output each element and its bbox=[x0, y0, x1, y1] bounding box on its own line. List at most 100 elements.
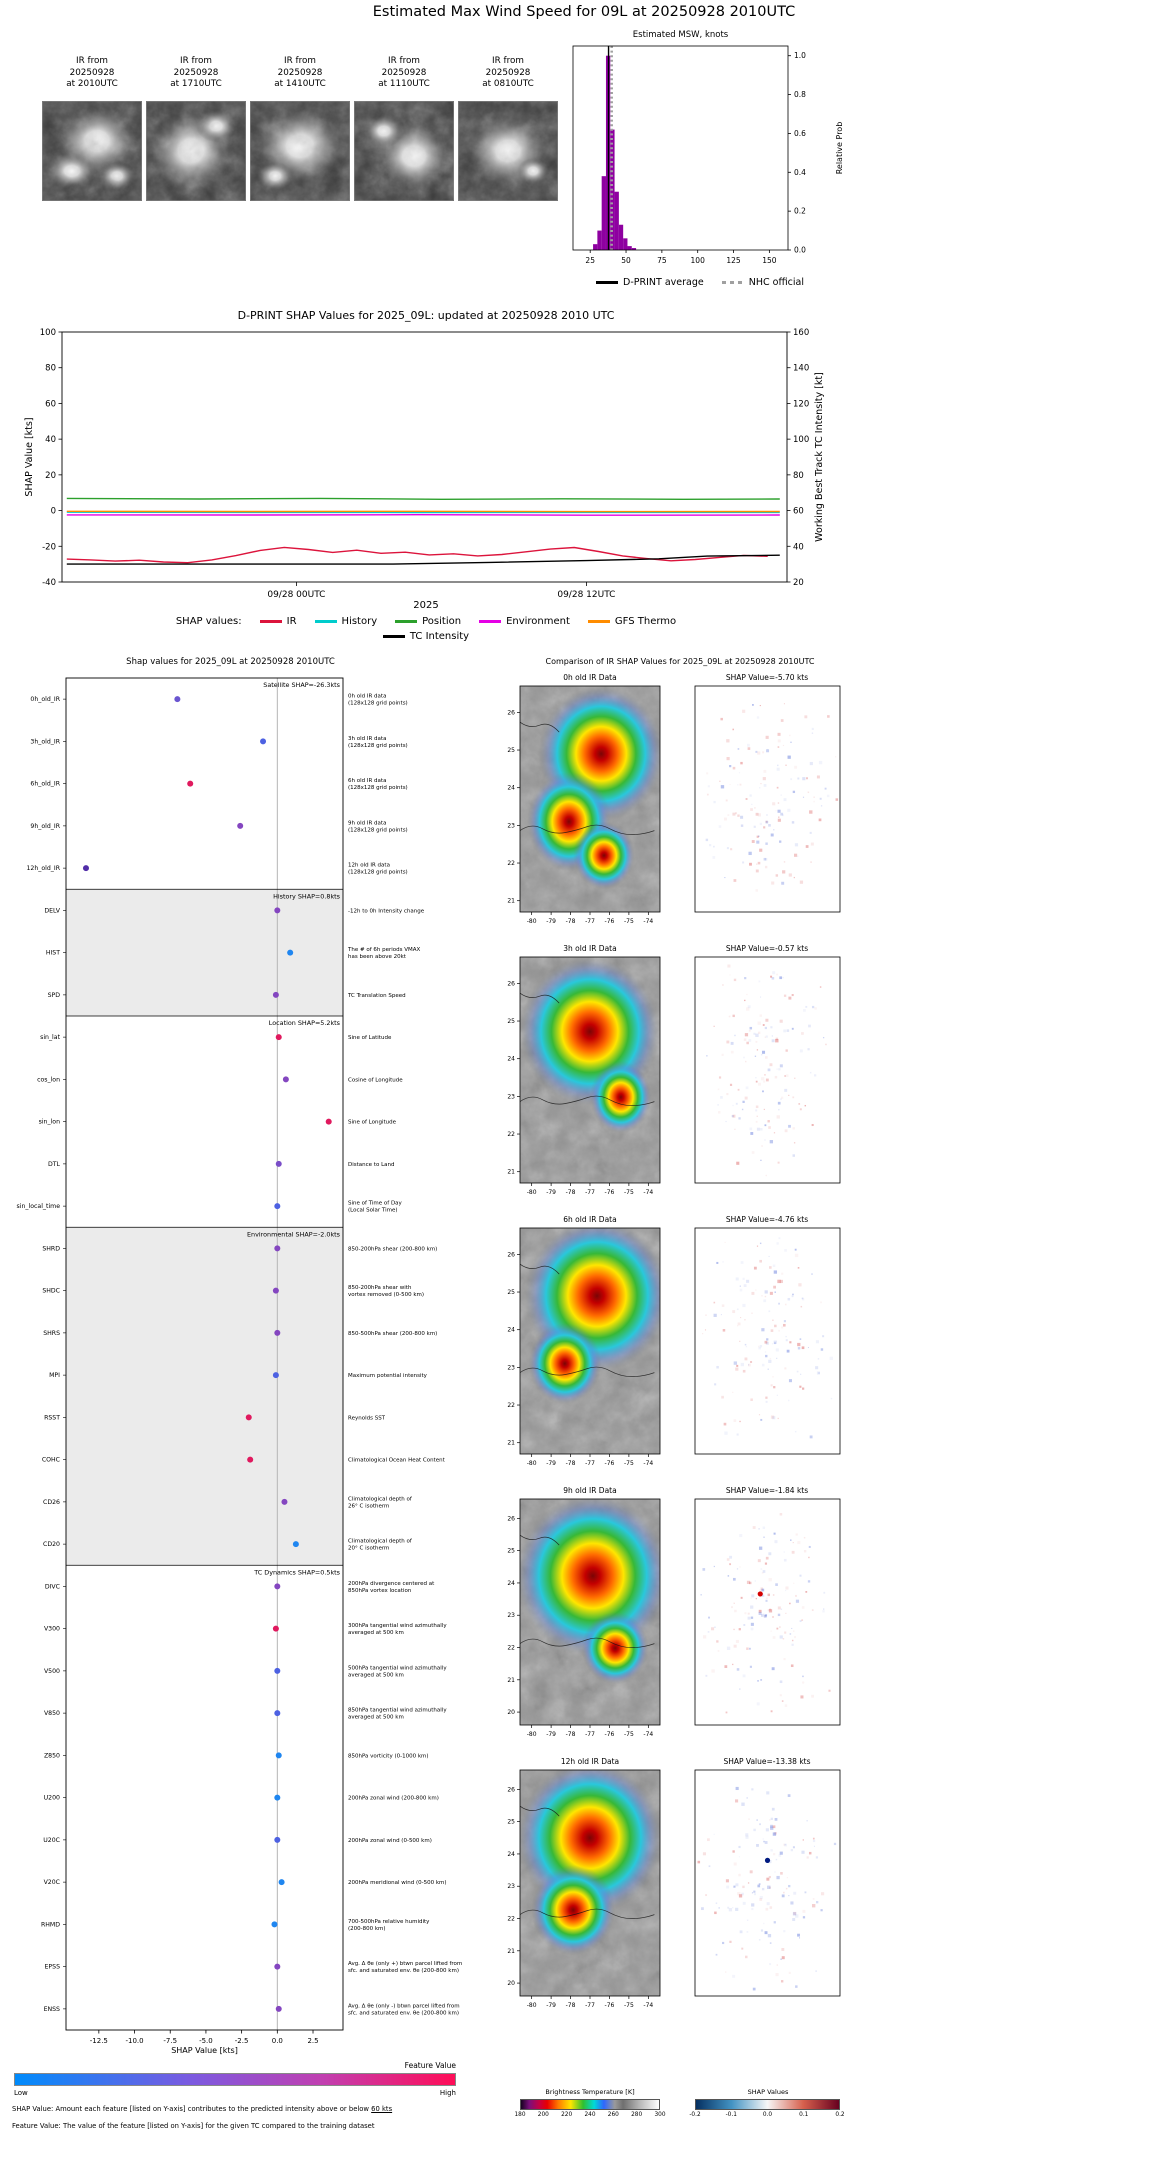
lat-tick: 24 bbox=[507, 1851, 515, 1858]
lat-tick: 24 bbox=[507, 1327, 515, 1334]
lon-tick: -78 bbox=[566, 1731, 576, 1738]
ts-ytick-left: 0 bbox=[51, 507, 56, 517]
lat-tick: 20 bbox=[507, 1709, 515, 1716]
histogram-bar bbox=[593, 244, 598, 250]
bt-cbar-tick: 200 bbox=[537, 2112, 549, 2118]
comparison-rows: 0h old IR Data SHAP Value=-5.70 kts 26 25 24… bbox=[490, 670, 880, 2025]
dotplot-title: Shap values for 2025_09L at 20250928 201… bbox=[126, 657, 335, 667]
feature-desc: averaged at 500 km bbox=[348, 1715, 404, 1721]
histogram-legend: D-PRINT average NHC official bbox=[520, 277, 880, 288]
lat-tick: 25 bbox=[507, 1289, 515, 1296]
bt-cbar-tick: 220 bbox=[561, 2112, 573, 2118]
lat-tick: 23 bbox=[507, 822, 515, 829]
shap-cbar-tick: 0.1 bbox=[799, 2112, 809, 2118]
dotplot-xtick: 2.5 bbox=[307, 2037, 318, 2045]
lon-tick: -76 bbox=[605, 1460, 615, 1467]
histogram-ytick: 0.6 bbox=[794, 129, 806, 138]
ir-thumbnail: IR from 20250928 at 0810UTC bbox=[458, 56, 558, 205]
feature-desc: 200hPa meridional wind (0-500 km) bbox=[348, 1880, 447, 1886]
group-header: History SHAP=0.8kts bbox=[273, 892, 341, 900]
feature-desc: Sine of Time of Day bbox=[348, 1201, 403, 1207]
lon-tick: -80 bbox=[527, 1460, 537, 1467]
timeseries-legend: SHAP values: IR History Position Environmen… bbox=[20, 616, 832, 642]
lon-tick: -77 bbox=[585, 1460, 595, 1467]
shap-dot-V20C bbox=[278, 1879, 285, 1886]
lat-tick: 24 bbox=[507, 1056, 515, 1063]
histogram-ylabel: Relative Prob bbox=[835, 122, 844, 175]
feature-label: RSST bbox=[44, 1414, 60, 1421]
feature-desc: Reynolds SST bbox=[348, 1415, 386, 1421]
legend-label: D-PRINT average bbox=[623, 277, 704, 288]
shap-cbar-tick: 0.2 bbox=[835, 2112, 845, 2118]
ts-legend-label: GFS Thermo bbox=[614, 616, 677, 627]
lat-tick: 25 bbox=[507, 1018, 515, 1025]
feature-label: V300 bbox=[44, 1626, 60, 1633]
lat-tick: 21 bbox=[507, 1440, 515, 1447]
lon-tick: -75 bbox=[624, 1189, 634, 1196]
feature-desc: 850hPa tangential wind azimuthally bbox=[348, 1708, 447, 1714]
feature-label: HIST bbox=[46, 950, 60, 957]
shap-cbar-tick: -0.2 bbox=[689, 2112, 701, 2118]
lon-tick: -78 bbox=[566, 2002, 576, 2009]
coastline bbox=[520, 1637, 655, 1648]
lon-tick: -75 bbox=[624, 918, 634, 925]
coastline bbox=[520, 1366, 655, 1377]
lat-tick: 25 bbox=[507, 747, 515, 754]
feature-label: CD20 bbox=[43, 1541, 60, 1548]
lon-tick: -78 bbox=[566, 1460, 576, 1467]
shap-cbar-tick: 0.0 bbox=[762, 2112, 773, 2118]
shap-timeseries-panel: -40 -20 0 20 40 60 80 100 20 40 60 80 100 120 140 160 09… bbox=[20, 324, 865, 613]
feature-desc: 12h old IR data bbox=[348, 863, 390, 869]
histogram-bar bbox=[623, 238, 628, 250]
ts-legend-swatch bbox=[259, 620, 282, 623]
feature-desc: The # of 6h periods VMAX bbox=[347, 947, 421, 953]
feature-desc: (128x128 grid points) bbox=[348, 827, 408, 833]
colorbar-high-label: High bbox=[439, 2089, 456, 2097]
timeseries-legend-row1: SHAP values: IR History Position Environmen… bbox=[176, 616, 676, 627]
ts-series-environment bbox=[66, 513, 780, 516]
footnote-shap-value-underline: 60 kts bbox=[371, 2105, 393, 2113]
histogram-bar bbox=[597, 230, 602, 250]
ir-thumbnail: IR from 20250928 at 2010UTC bbox=[42, 56, 142, 205]
feature-desc: 9h old IR data bbox=[348, 820, 386, 826]
feature-desc: Climatological depth of bbox=[348, 1539, 413, 1545]
feature-label: sin_lat bbox=[40, 1034, 60, 1041]
coastline bbox=[520, 1534, 560, 1546]
shap-dot-Z850 bbox=[275, 1752, 282, 1759]
lon-tick: -77 bbox=[585, 1731, 595, 1738]
ir-map-image bbox=[520, 686, 660, 912]
ts-legend-label: History bbox=[341, 616, 378, 627]
shap-map-image bbox=[695, 686, 840, 912]
lon-tick: -77 bbox=[585, 2002, 595, 2009]
ts-legend-label: TC Intensity bbox=[409, 631, 470, 642]
feature-desc: 200hPa zonal wind (0-500 km) bbox=[348, 1838, 432, 1844]
shap-dotplot-panel: Satellite SHAP=-26.3kts History SHAP=0.8k… bbox=[8, 670, 486, 2064]
feature-desc: Climatological Ocean Heat Content bbox=[348, 1458, 446, 1464]
coastline bbox=[520, 1805, 560, 1817]
ts-legend-swatch bbox=[382, 635, 405, 638]
feature-desc: 0h old IR data bbox=[348, 694, 386, 700]
ir-map-image bbox=[520, 1499, 660, 1725]
feature-desc: 3h old IR data bbox=[348, 736, 386, 742]
feature-label: COHC bbox=[42, 1457, 60, 1464]
bt-cbar-tick: 280 bbox=[631, 2112, 643, 2118]
feature-desc: (Local Solar Time) bbox=[348, 1208, 398, 1214]
shap-dot-SPD bbox=[272, 991, 279, 998]
feature-desc: (128x128 grid points) bbox=[348, 870, 408, 876]
coastline bbox=[520, 824, 655, 835]
group-band bbox=[66, 889, 343, 1016]
shap-map-image bbox=[695, 1228, 840, 1454]
shap-values-colorbar-ticks: -0.2 -0.1 0.0 0.1 0.2 bbox=[689, 2112, 844, 2121]
ir-map-title: 9h old IR Data bbox=[563, 1486, 616, 1495]
ts-series-ir bbox=[66, 546, 768, 564]
ir-map-title: 0h old IR Data bbox=[563, 673, 616, 682]
lat-tick: 22 bbox=[507, 860, 515, 867]
ir-thumbnail: IR from 20250928 at 1410UTC bbox=[250, 56, 350, 205]
ts-ytick-left: 40 bbox=[45, 435, 56, 445]
ir-map-image bbox=[520, 1770, 660, 1996]
shap-dot-RSST bbox=[245, 1414, 252, 1421]
shap-dot-sin_local_time bbox=[274, 1203, 281, 1210]
shap-values-colorbar-title: SHAP Values bbox=[747, 2088, 789, 2096]
ts-legend-swatch bbox=[395, 620, 418, 623]
shap-map-title: SHAP Value=-0.57 kts bbox=[726, 944, 808, 953]
